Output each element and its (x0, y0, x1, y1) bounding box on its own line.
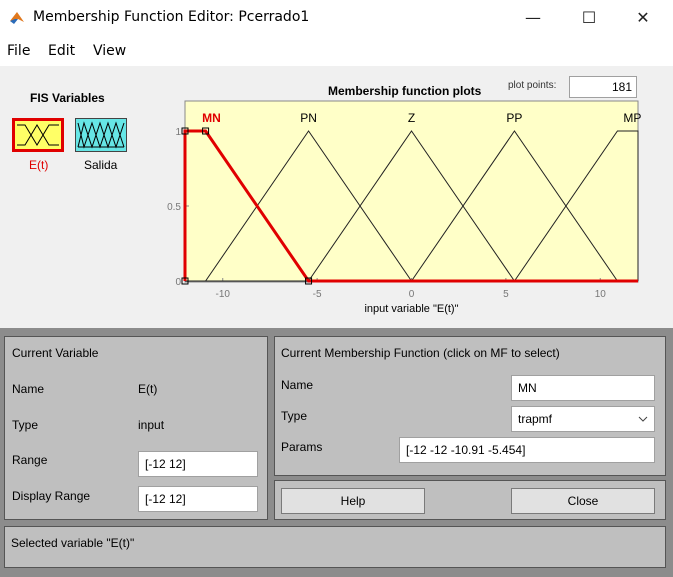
maximize-button[interactable]: ☐ (566, 0, 612, 34)
plot-points-input[interactable]: 181 (569, 76, 637, 98)
maximize-icon: ☐ (581, 7, 597, 27)
menu-file[interactable]: File (7, 43, 31, 59)
editor-body: FIS Variables E(t) Salida Membership fun… (0, 66, 673, 577)
variable-type-value: input (138, 418, 165, 432)
display-range-label: Display Range (12, 489, 91, 503)
title-bar: Membership Function Editor: Pcerrado1 — … (0, 0, 673, 36)
chevron-down-icon (638, 416, 648, 422)
mf-curve-mn (183, 129, 638, 283)
menu-bar: File Edit View (0, 38, 673, 64)
button-panel: Help Close (274, 480, 666, 520)
current-mf-panel: Current Membership Function (click on MF… (274, 336, 666, 476)
close-window-button[interactable]: ✕ (620, 0, 666, 34)
close-button[interactable]: Close (511, 488, 655, 514)
plot-points-label: plot points: (508, 80, 557, 91)
mf-params-input[interactable]: [-12 -12 -10.91 -5.454] (399, 437, 655, 463)
plot-title: Membership function plots (328, 84, 482, 98)
mf-type-label: Type (281, 409, 308, 423)
x-tick-label: 0 (409, 289, 415, 300)
menu-edit[interactable]: Edit (48, 43, 76, 59)
variable-name-value: E(t) (138, 382, 158, 396)
mf-name-input[interactable]: MN (511, 375, 655, 401)
properties-area: Current Variable Name E(t) Type input Ra… (0, 328, 673, 577)
current-variable-title: Current Variable (12, 346, 99, 360)
mf-label-mn: MN (202, 111, 221, 125)
fis-variables-title: FIS Variables (30, 91, 105, 105)
output-mf-icon (77, 121, 125, 149)
plot-area: FIS Variables E(t) Salida Membership fun… (0, 66, 673, 328)
window-title: Membership Function Editor: Pcerrado1 (33, 9, 310, 25)
x-tick-label: -10 (216, 289, 231, 300)
input-mf-icon (17, 124, 59, 146)
mf-label-pp: PP (506, 111, 522, 125)
display-range-input[interactable]: [-12 12] (138, 486, 258, 512)
output-variable-salida[interactable] (75, 118, 127, 152)
mf-label-pn: PN (300, 111, 317, 125)
x-tick-label: 10 (595, 289, 607, 300)
status-text: Selected variable "E(t)" (11, 536, 135, 550)
mf-vertex-handle (305, 277, 313, 285)
mf-vertex-handle (181, 277, 189, 285)
matlab-icon (10, 12, 24, 24)
mf-type-value: trapmf (518, 412, 553, 426)
current-variable-panel: Current Variable Name E(t) Type input Ra… (4, 336, 268, 520)
menu-view[interactable]: View (93, 43, 127, 59)
status-panel: Selected variable "E(t)" (4, 526, 666, 568)
range-label: Range (12, 453, 48, 467)
x-tick-label: -5 (313, 289, 322, 300)
x-tick-label: 5 (503, 289, 509, 300)
mf-vertex-handle (202, 127, 210, 135)
mf-label-mp: MP (623, 111, 641, 125)
mf-vertex-handle (181, 127, 189, 135)
input-variable-label: E(t) (29, 158, 49, 172)
mf-params-label: Params (281, 440, 323, 454)
minimize-button[interactable]: — (510, 0, 556, 34)
range-input[interactable]: [-12 12] (138, 451, 258, 477)
membership-function-plot[interactable]: 0 0.5 1 -10 -5 0 5 10 input variable "E(t)" MN PN Z… (150, 96, 650, 328)
output-variable-label: Salida (84, 158, 118, 172)
mf-type-select[interactable]: trapmf (511, 406, 655, 432)
x-axis-label: input variable "E(t)" (364, 303, 458, 315)
variable-type-label: Type (12, 418, 39, 432)
y-tick-label: 0.5 (167, 202, 181, 213)
plot-background (184, 100, 639, 283)
mf-name-label: Name (281, 378, 314, 392)
current-mf-title: Current Membership Function (click on MF… (281, 346, 560, 360)
help-button[interactable]: Help (281, 488, 425, 514)
mf-label-z: Z (408, 111, 415, 125)
y-tick-label: 0 (175, 277, 181, 288)
y-tick-label: 1 (175, 127, 181, 138)
variable-name-label: Name (12, 382, 45, 396)
close-icon: ✕ (636, 7, 650, 27)
input-variable-e-t[interactable] (12, 118, 64, 152)
minimize-icon: — (525, 7, 541, 27)
